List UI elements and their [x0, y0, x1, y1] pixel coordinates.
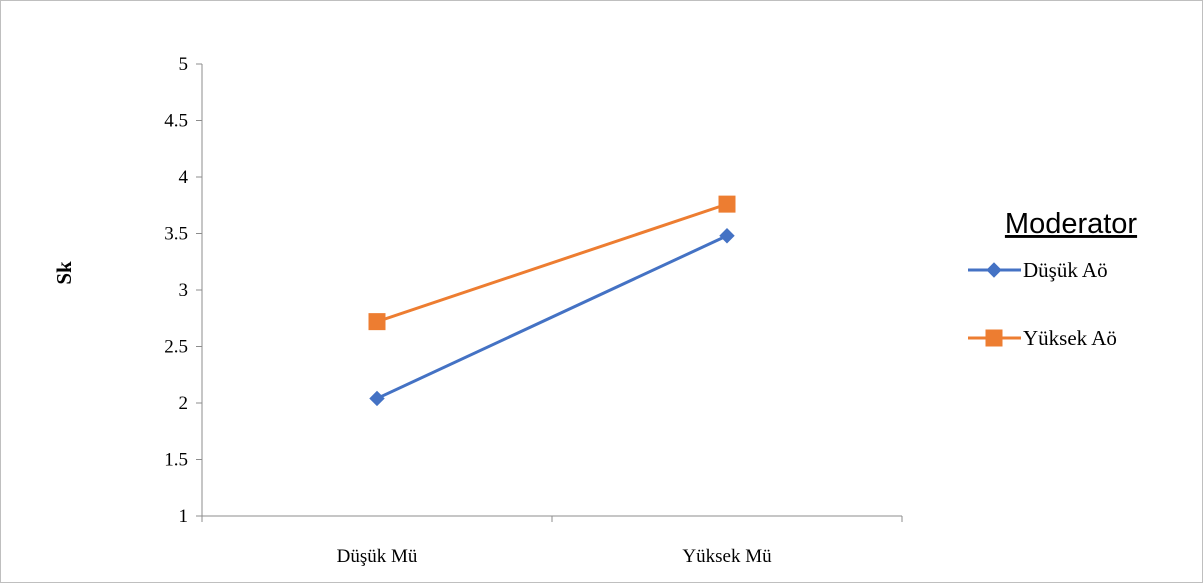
legend-label: Yüksek Aö	[1023, 326, 1117, 350]
legend-title: Moderator	[1005, 208, 1138, 240]
y-tick-label: 4.5	[164, 111, 188, 132]
legend: Moderator Düşük Aö Yüksek Aö	[968, 208, 1137, 350]
series-1	[369, 228, 735, 407]
x-tick-label: Yüksek Mü	[682, 546, 772, 567]
x-tick-label: Düşük Mü	[337, 546, 418, 567]
series-line	[376, 234, 728, 400]
series-layer	[368, 195, 736, 407]
legend-entry: Düşük Aö	[968, 258, 1108, 282]
y-tick-label: 3.5	[164, 224, 188, 245]
y-tick-label: 3	[179, 280, 189, 301]
y-tick-label: 2	[179, 393, 189, 414]
data-point	[368, 313, 386, 331]
y-tick-label: 1.5	[164, 450, 188, 471]
series-line	[376, 202, 728, 324]
y-tick-label: 5	[179, 54, 189, 75]
data-point	[718, 195, 736, 213]
chart-axes: 1 1.5 2 2.5 3 3.5 4 4.5 5 Düşük Mü Yüksek Mü	[164, 54, 903, 567]
y-axis-label: Sk	[52, 261, 76, 285]
legend-entry: Yüksek Aö	[968, 326, 1117, 350]
series-2	[368, 195, 736, 331]
legend-label: Düşük Aö	[1023, 258, 1108, 282]
legend-marker	[986, 262, 1002, 278]
data-point	[719, 228, 735, 244]
legend-marker	[985, 329, 1003, 347]
y-tick-label: 4	[179, 167, 189, 188]
y-tick-label: 2.5	[164, 337, 188, 358]
data-point	[369, 390, 385, 407]
y-tick-label: 1	[179, 506, 189, 527]
